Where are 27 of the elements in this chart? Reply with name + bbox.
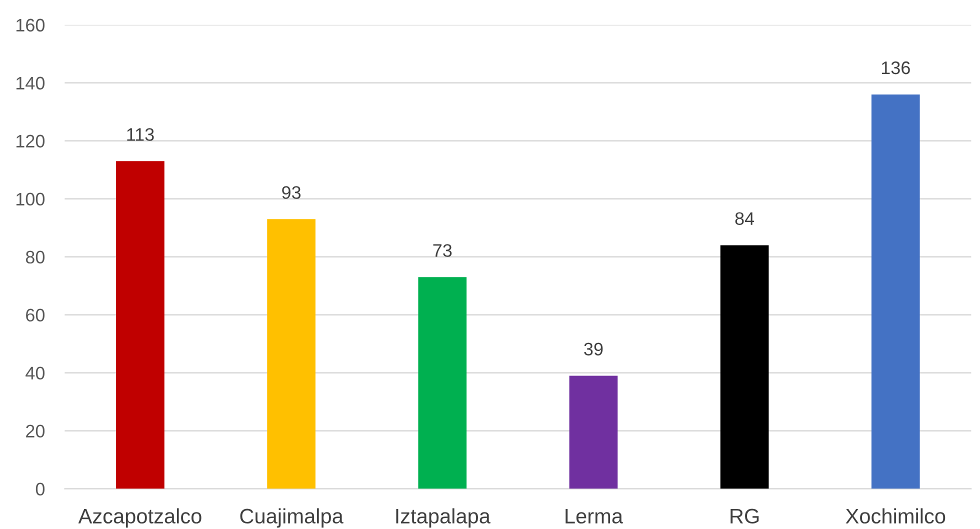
bar xyxy=(267,219,316,489)
y-tick-label: 60 xyxy=(26,308,45,322)
bar xyxy=(871,94,920,489)
data-label: 93 xyxy=(282,186,301,199)
data-label: 39 xyxy=(584,342,603,356)
y-tick-label: 100 xyxy=(16,192,45,206)
data-label: 73 xyxy=(433,244,452,257)
y-tick-label: 0 xyxy=(36,482,45,496)
x-tick-label: Azcapotzalco xyxy=(78,508,202,528)
y-tick-label: 80 xyxy=(26,250,45,264)
bar xyxy=(569,376,618,489)
x-tick-label: Lerma xyxy=(566,509,623,524)
y-tick-label: 20 xyxy=(26,424,45,438)
y-tick-label: 140 xyxy=(16,76,45,90)
x-tick-label: Iztapalapa xyxy=(396,508,490,528)
bar xyxy=(116,161,164,489)
data-label: 136 xyxy=(882,61,910,74)
y-tick-label: 160 xyxy=(16,18,45,32)
bar xyxy=(720,245,769,489)
y-tick-label: 120 xyxy=(16,134,45,148)
x-tick-label: RG xyxy=(730,508,759,524)
data-label: 113 xyxy=(127,128,154,141)
bar xyxy=(418,277,467,489)
x-tick-label: Cuajimalpa xyxy=(240,508,344,528)
x-tick-label: Xochimilco xyxy=(846,508,946,524)
data-label: 84 xyxy=(735,212,754,225)
y-tick-label: 40 xyxy=(26,366,45,380)
